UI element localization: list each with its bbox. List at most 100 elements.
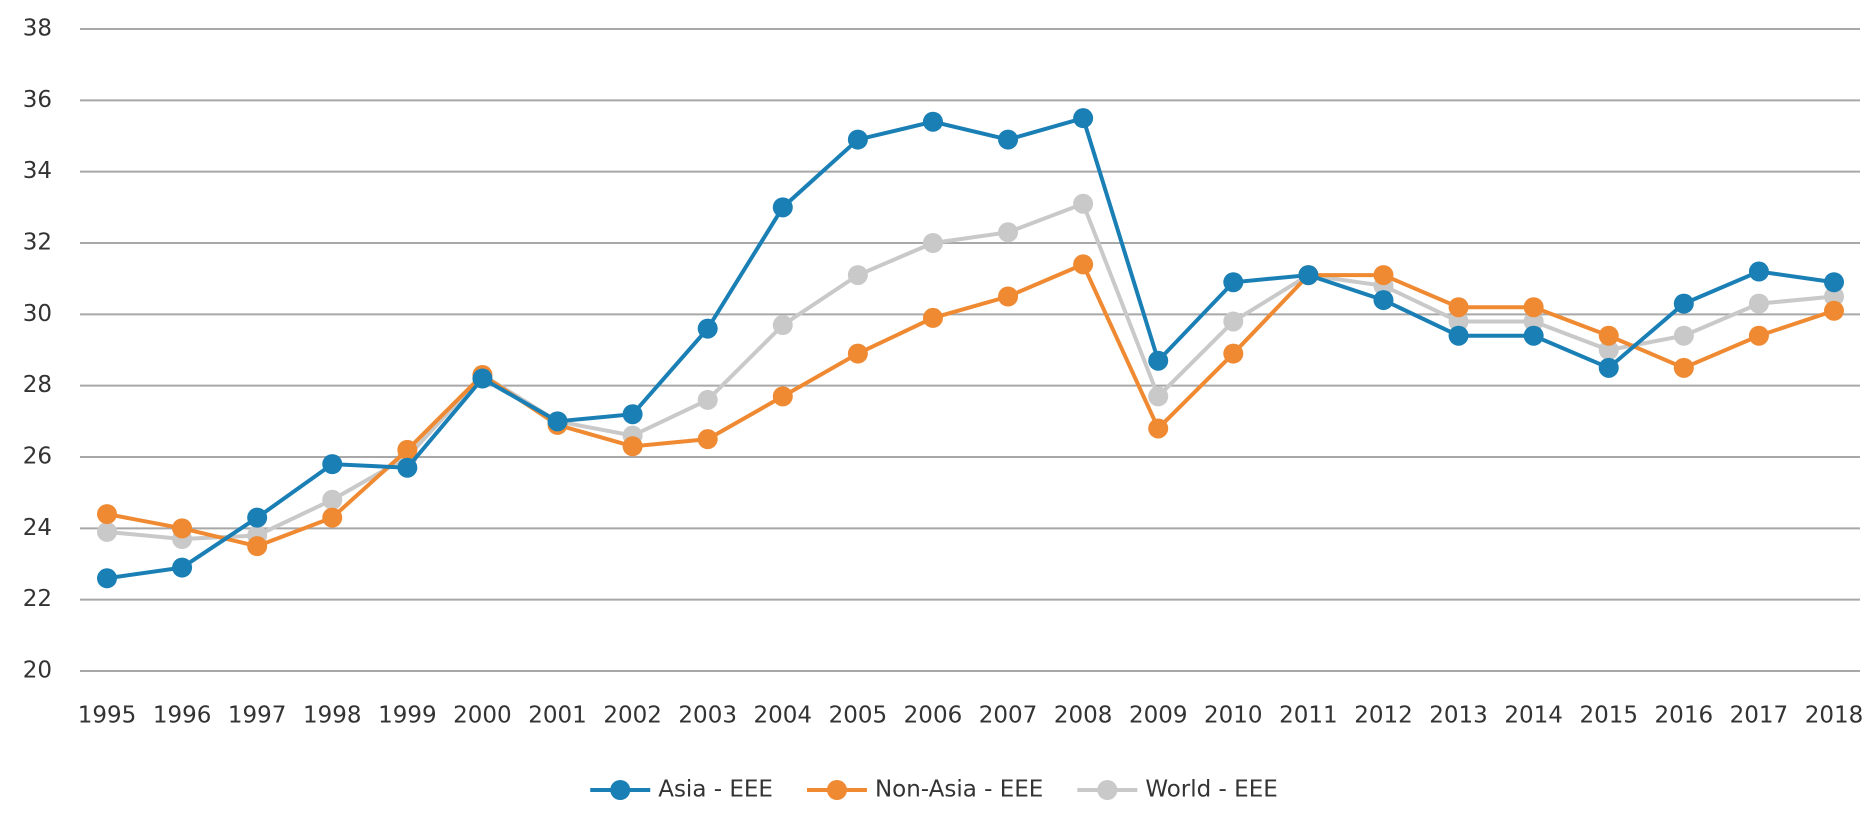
- data-point: [1523, 325, 1544, 346]
- data-point: [1598, 340, 1619, 360]
- data-point: [1298, 265, 1319, 286]
- data-point: [1448, 297, 1469, 318]
- series-line: [106, 261, 1835, 549]
- data-point: [397, 439, 418, 460]
- data-point: [697, 389, 718, 410]
- data-point: [97, 521, 117, 542]
- data-point: [1673, 357, 1694, 378]
- data-point: [922, 111, 943, 132]
- y-tick-label: 28: [23, 372, 52, 398]
- y-tick-label: 20: [23, 658, 52, 684]
- data-point: [622, 404, 643, 425]
- data-point: [1148, 350, 1169, 371]
- data-point: [1824, 286, 1844, 307]
- x-tick-label: 2018: [1805, 703, 1864, 729]
- x-tick-label: 2015: [1579, 703, 1638, 729]
- data-point: [697, 429, 718, 450]
- x-tick-label: 1995: [78, 703, 137, 729]
- x-tick-label: 1999: [378, 703, 437, 729]
- x-tick-label: 2011: [1279, 703, 1338, 729]
- legend-marker: [826, 780, 847, 800]
- x-tick-label: 2001: [528, 703, 587, 729]
- data-point: [998, 129, 1019, 150]
- data-point: [1223, 272, 1244, 293]
- data-point: [1148, 386, 1169, 407]
- data-point: [472, 368, 493, 389]
- y-tick-label: 32: [23, 230, 52, 256]
- data-point: [697, 318, 718, 339]
- data-point: [1673, 293, 1694, 314]
- data-point: [322, 454, 343, 475]
- x-tick-label: 2003: [678, 703, 737, 729]
- data-point: [247, 507, 268, 528]
- x-tick-label: 2017: [1730, 703, 1789, 729]
- data-point: [847, 265, 868, 286]
- x-tick-label: 2014: [1504, 703, 1563, 729]
- legend-label: Non-Asia - EEE: [875, 777, 1043, 803]
- data-point: [1598, 357, 1619, 378]
- y-tick-label: 24: [23, 515, 52, 541]
- x-tick-label: 2016: [1655, 703, 1714, 729]
- y-tick-label: 30: [23, 301, 52, 327]
- y-tick-label: 38: [23, 16, 52, 42]
- data-point: [1598, 325, 1619, 346]
- legend-label: World - EEE: [1145, 777, 1277, 803]
- data-point: [1824, 300, 1844, 321]
- series-line: [106, 201, 1835, 542]
- data-point: [1748, 261, 1769, 282]
- data-point: [1073, 108, 1094, 129]
- x-tick-label: 1997: [228, 703, 287, 729]
- data-point: [998, 286, 1019, 307]
- data-point: [847, 129, 868, 150]
- x-tick-label: 2013: [1429, 703, 1488, 729]
- data-point: [1073, 193, 1094, 214]
- data-point: [322, 489, 343, 510]
- data-point: [772, 386, 793, 407]
- data-point: [1223, 343, 1244, 364]
- data-point: [998, 222, 1019, 243]
- x-tick-label: 2000: [453, 703, 512, 729]
- legend-marker: [610, 780, 631, 800]
- data-point: [1673, 325, 1694, 346]
- x-tick-label: 2004: [754, 703, 813, 729]
- y-tick-label: 36: [23, 87, 52, 113]
- data-point: [1448, 325, 1469, 346]
- data-point: [772, 197, 793, 218]
- data-point: [97, 568, 117, 589]
- x-tick-label: 2012: [1354, 703, 1413, 729]
- data-point: [172, 557, 193, 578]
- x-tick-label: 2002: [603, 703, 662, 729]
- x-tick-label: 2008: [1054, 703, 1113, 729]
- data-point: [1448, 311, 1469, 332]
- x-tick-label: 1998: [303, 703, 362, 729]
- data-point: [622, 436, 643, 457]
- series-line: [106, 115, 1835, 581]
- legend-marker: [1097, 780, 1118, 800]
- data-point: [547, 411, 568, 432]
- data-point: [1373, 265, 1394, 286]
- data-point: [97, 504, 117, 525]
- x-tick-label: 2009: [1129, 703, 1188, 729]
- data-point: [172, 518, 193, 539]
- data-point: [1523, 311, 1544, 332]
- data-point: [1523, 297, 1544, 318]
- data-point: [322, 507, 343, 528]
- x-tick-label: 2010: [1204, 703, 1263, 729]
- x-tick-label: 2007: [979, 703, 1038, 729]
- y-tick-label: 22: [23, 586, 52, 612]
- data-point: [1748, 293, 1769, 314]
- legend-label: Asia - EEE: [658, 777, 773, 803]
- x-tick-label: 2005: [829, 703, 888, 729]
- data-point: [922, 307, 943, 328]
- y-tick-label: 34: [23, 158, 52, 184]
- x-tick-label: 1996: [153, 703, 212, 729]
- data-point: [247, 536, 268, 557]
- data-point: [847, 343, 868, 364]
- data-point: [772, 315, 793, 336]
- data-point: [922, 233, 943, 253]
- data-point: [1373, 290, 1394, 311]
- data-point: [1223, 311, 1244, 332]
- data-point: [397, 457, 418, 478]
- data-point: [1748, 325, 1769, 346]
